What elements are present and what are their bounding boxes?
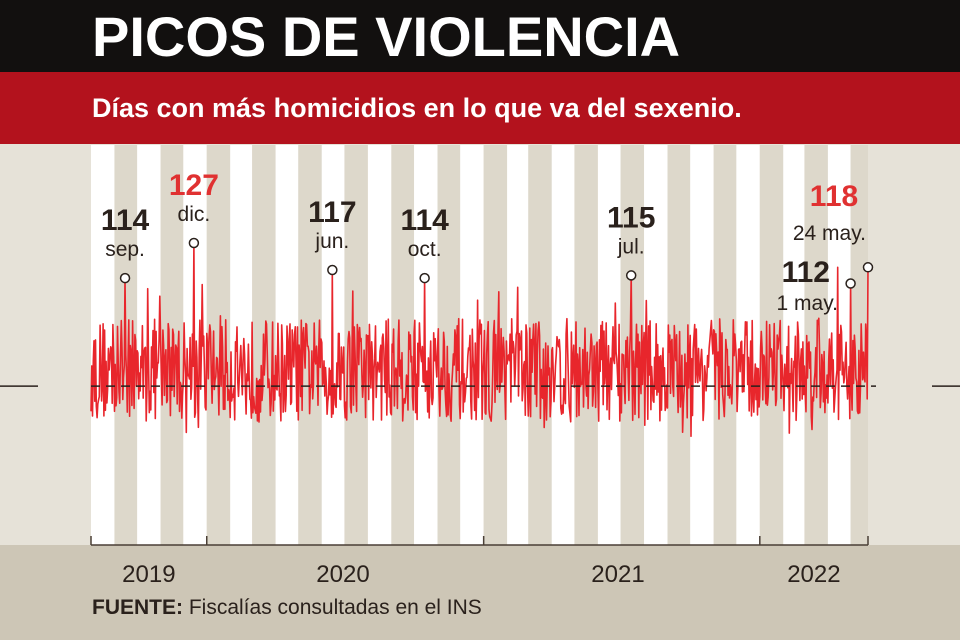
peak-value-label: 114 xyxy=(400,204,449,237)
peak-value-label: 115 xyxy=(607,201,655,234)
peak-marker xyxy=(119,272,131,284)
peak-value-label: 118 xyxy=(810,180,858,213)
month-stripe xyxy=(850,145,868,545)
month-stripe xyxy=(690,145,714,545)
peak-value-label: 114 xyxy=(101,204,150,237)
source-note: FUENTE: Fiscalías consultadas en el INS xyxy=(92,596,482,620)
source-text: Fiscalías consultadas en el INS xyxy=(188,596,482,619)
month-stripe xyxy=(804,145,828,545)
series-line xyxy=(90,242,869,437)
x-tick-label: 2022 xyxy=(787,561,840,588)
month-stripe xyxy=(597,145,621,545)
month-stripe xyxy=(736,145,760,545)
peak-marker xyxy=(845,278,856,289)
month-stripe xyxy=(391,145,415,545)
peak-marker xyxy=(625,270,637,281)
x-tick-label: 2021 xyxy=(591,561,644,588)
peak-value-label: 127 xyxy=(169,169,219,202)
peak-value-label: 112 xyxy=(782,256,830,289)
month-stripe xyxy=(367,145,392,545)
peak-date-label: jul. xyxy=(617,235,645,258)
chart-title: PICOS DE VIOLENCIA xyxy=(92,5,681,68)
subtitle-band xyxy=(0,72,960,144)
month-stripe xyxy=(551,145,575,545)
peak-marker xyxy=(327,264,338,276)
month-stripe xyxy=(783,145,805,545)
x-tick-label: 2019 xyxy=(122,561,175,588)
header-bar xyxy=(0,0,960,72)
axis-area xyxy=(0,545,960,640)
chart-subtitle: Días con más homicidios en lo que va del… xyxy=(92,93,742,123)
peak-marker xyxy=(188,237,200,249)
peak-date-label: 1 may. xyxy=(777,292,838,315)
month-stripe xyxy=(206,145,231,545)
x-tick-label: 2020 xyxy=(316,561,369,588)
peak-date-label: sep. xyxy=(105,238,145,261)
peak-date-label: jun. xyxy=(314,230,349,253)
peak-marker xyxy=(419,272,430,284)
peak-date-label: dic. xyxy=(178,203,211,226)
peak-date-label: oct. xyxy=(408,238,442,261)
month-stripe xyxy=(759,145,784,545)
month-stripe xyxy=(437,145,461,545)
peak-marker xyxy=(862,262,874,273)
month-stripe xyxy=(344,145,368,545)
month-stripe xyxy=(574,145,598,545)
source-label: FUENTE: xyxy=(92,596,183,619)
peak-value-label: 117 xyxy=(308,196,356,229)
month-stripe xyxy=(298,145,322,545)
peak-date-label: 24 may. xyxy=(793,222,866,245)
